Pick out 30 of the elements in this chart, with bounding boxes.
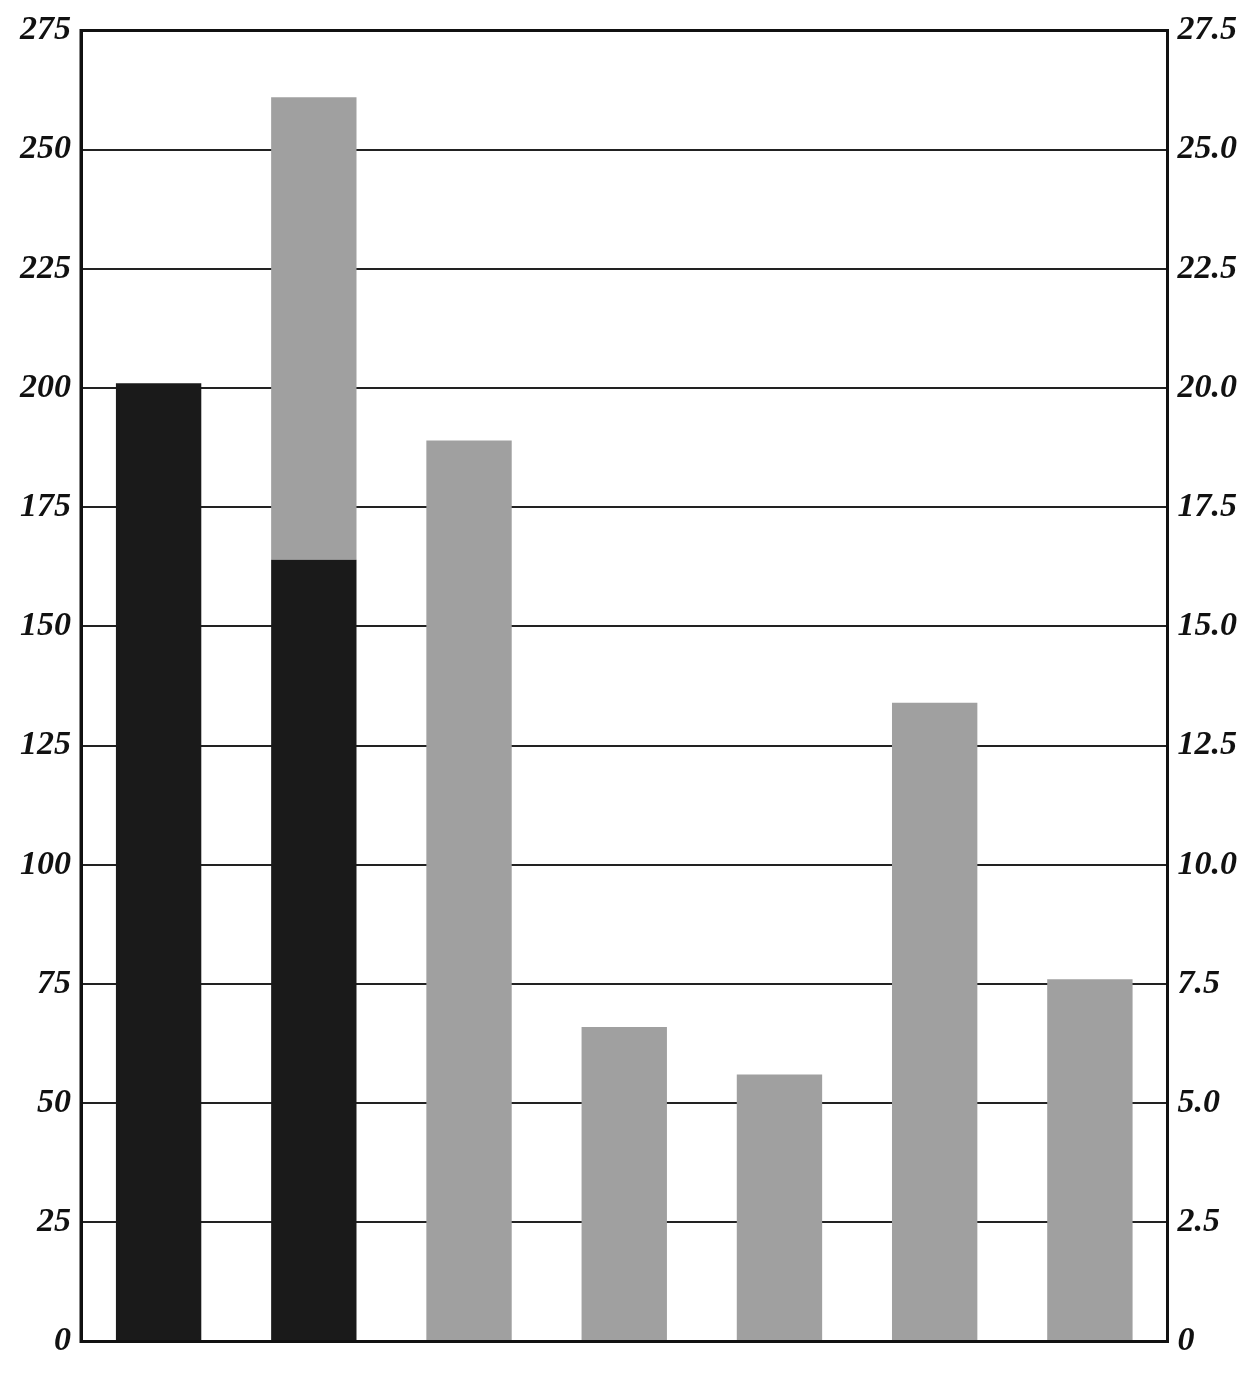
y-tick-label: 125 bbox=[20, 724, 71, 762]
y-tick-label: 150 bbox=[20, 605, 71, 643]
y2-tick-label: 0 bbox=[1177, 1320, 1195, 1358]
y2-tick-label: 7.5 bbox=[1177, 962, 1220, 1000]
y-tick-label: 25 bbox=[36, 1201, 71, 1239]
y2-tick-label: 10.0 bbox=[1177, 843, 1237, 881]
y-tick-label: 250 bbox=[19, 128, 71, 166]
y2-tick-label: 25.0 bbox=[1176, 128, 1237, 166]
y2-tick-label: 12.5 bbox=[1177, 724, 1237, 762]
y-tick-label: 175 bbox=[20, 485, 71, 523]
bar bbox=[581, 1026, 667, 1341]
y-tick-label: 100 bbox=[20, 843, 71, 881]
y2-tick-label: 20.0 bbox=[1176, 366, 1237, 404]
y2-tick-label: 2.5 bbox=[1176, 1201, 1220, 1239]
y-tick-label: 225 bbox=[19, 247, 71, 285]
y-tick-label: 0 bbox=[54, 1320, 71, 1358]
bar bbox=[736, 1074, 823, 1341]
y2-tick-label: 5.0 bbox=[1177, 1081, 1220, 1119]
y-tick-label: 75 bbox=[37, 962, 71, 1000]
bar bbox=[271, 97, 357, 560]
y2-tick-label: 27.5 bbox=[1176, 9, 1237, 47]
y2-tick-label: 15.0 bbox=[1177, 605, 1237, 643]
bar bbox=[426, 440, 512, 1341]
y2-tick-label: 17.5 bbox=[1177, 485, 1237, 523]
bar bbox=[892, 702, 978, 1341]
y-tick-label: 200 bbox=[19, 366, 71, 404]
bar bbox=[1047, 979, 1133, 1341]
y2-tick-label: 22.5 bbox=[1176, 247, 1237, 285]
y-tick-label: 275 bbox=[19, 9, 71, 47]
y-tick-label: 50 bbox=[37, 1081, 71, 1119]
